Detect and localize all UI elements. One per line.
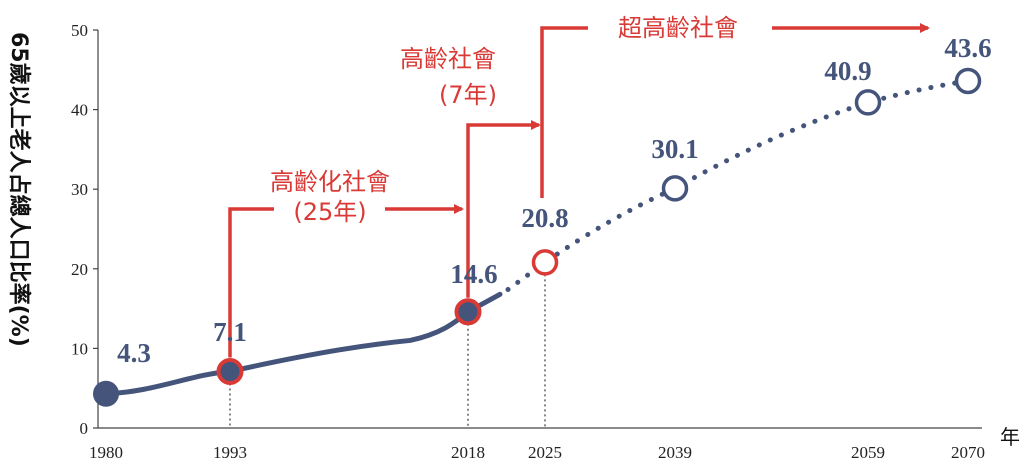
y-tick-label: 10 <box>71 339 88 358</box>
data-label-2025: 20.8 <box>521 203 568 233</box>
y-tick-label: 30 <box>71 180 88 199</box>
phase3-name: 超高齡社會 <box>618 14 738 42</box>
y-tick-label: 50 <box>71 21 88 40</box>
data-point-2059 <box>854 89 882 116</box>
x-tick-label: 1993 <box>213 443 247 462</box>
y-tick-label: 20 <box>71 260 88 279</box>
phase2-name: 高齡社會 <box>400 45 496 73</box>
phase1-duration: (25年) <box>293 198 366 226</box>
data-label-2039: 30.1 <box>651 134 698 164</box>
data-label-1980: 4.3 <box>117 338 151 368</box>
phase3-bracket <box>540 26 588 198</box>
x-tick-label: 2070 <box>951 443 985 462</box>
phase1-name: 高齡化社會 <box>270 168 390 196</box>
data-label-2018: 14.6 <box>450 259 497 289</box>
phase2-bracket-arrow <box>466 120 541 298</box>
series-line-actual <box>103 291 503 397</box>
data-point-1980 <box>93 380 119 407</box>
y-tick-label: 0 <box>80 419 89 438</box>
phase2-duration: (7年) <box>439 81 497 109</box>
data-point-2039 <box>661 175 689 202</box>
data-point-2070 <box>954 67 982 95</box>
data-point-2018 <box>454 298 482 326</box>
data-label-2070: 43.6 <box>944 33 991 63</box>
x-tick-label: 1980 <box>89 443 123 462</box>
y-axis-title: 65歲以上老人占總人口比率(%) <box>6 32 32 347</box>
series-line-projected <box>505 78 971 292</box>
data-label-1993: 7.1 <box>213 317 247 347</box>
x-axis-unit: 年 <box>1000 425 1020 449</box>
data-label-2059: 40.9 <box>824 56 871 86</box>
x-tick-label: 2018 <box>451 443 485 462</box>
guide-lines <box>229 274 546 428</box>
axes: 0 10 20 30 40 50 1980 1993 2018 2025 2039 2059 2070 年… <box>6 21 1020 462</box>
data-series <box>93 67 982 407</box>
y-tick-label: 40 <box>71 101 88 120</box>
x-tick-label: 2025 <box>528 443 562 462</box>
phase-annotations: 高齡化社會(25年) 高齡社會 (7年) 超高齡社會 <box>228 14 930 358</box>
x-tick-label: 2059 <box>851 443 885 462</box>
x-tick-label: 2039 <box>658 443 692 462</box>
data-point-2025 <box>531 249 559 276</box>
data-labels: 4.3 7.1 14.6 20.8 30.1 40.9 43.6 <box>117 33 992 368</box>
phase1-bracket <box>228 207 274 358</box>
data-point-1993 <box>216 357 244 385</box>
